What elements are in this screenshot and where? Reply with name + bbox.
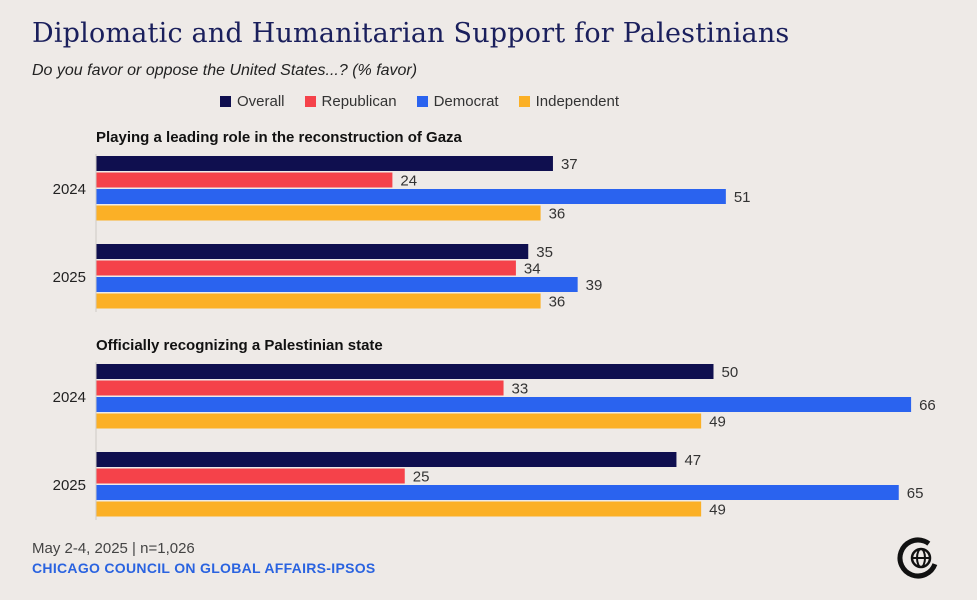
bar-independent-2024-g2 <box>96 413 702 429</box>
survey-date-note: May 2-4, 2025 | n=1,026 <box>32 540 195 557</box>
legend-item-democrat: Democrat <box>416 93 499 110</box>
legend-swatch-republican <box>304 96 316 107</box>
bar-republican-2025-g2 <box>96 468 405 484</box>
legend-item-overall: Overall <box>220 93 285 110</box>
bar-chart: Playing a leading role in the reconstruc… <box>53 129 936 520</box>
legend-item-republican: Republican <box>304 93 397 110</box>
bar-republican-2025-g1 <box>96 260 516 276</box>
legend-label-democrat: Democrat <box>433 93 499 110</box>
bar-independent-2025-g1 <box>96 293 541 309</box>
legend-label-overall: Overall <box>237 93 285 110</box>
year-label-2024-g2: 2024 <box>53 389 86 406</box>
chicago-council-logo-icon <box>897 537 939 579</box>
legend-item-independent: Independent <box>518 93 620 110</box>
value-label-independent-2025-g2: 49 <box>709 502 726 519</box>
value-label-democrat-2024-g2: 66 <box>919 397 936 414</box>
value-label-republican-2025-g1: 34 <box>524 261 541 278</box>
year-label-2025-g2: 2025 <box>53 477 86 494</box>
year-label-2024-g1: 2024 <box>53 181 86 198</box>
value-label-overall-2024-g2: 50 <box>722 364 739 381</box>
chart-subtitle: Do you favor or oppose the United States… <box>32 62 418 79</box>
group-title-1: Playing a leading role in the reconstruc… <box>96 129 463 146</box>
bar-republican-2024-g2 <box>96 380 504 396</box>
source-credit: CHICAGO COUNCIL ON GLOBAL AFFAIRS-IPSOS <box>32 560 376 576</box>
bar-democrat-2024-g2 <box>96 397 912 412</box>
value-label-independent-2025-g1: 36 <box>549 294 566 311</box>
bar-independent-2024-g1 <box>96 205 541 221</box>
year-label-2025-g1: 2025 <box>53 269 86 286</box>
value-label-republican-2024-g1: 24 <box>400 173 417 190</box>
value-label-democrat-2025-g2: 65 <box>907 485 924 502</box>
bar-republican-2024-g1 <box>96 172 393 188</box>
bar-overall-2024-g2 <box>96 364 714 379</box>
legend-label-republican: Republican <box>321 93 397 110</box>
value-label-democrat-2024-g1: 51 <box>734 189 751 206</box>
value-label-independent-2024-g1: 36 <box>549 206 566 223</box>
value-label-democrat-2025-g1: 39 <box>586 277 603 294</box>
bar-independent-2025-g2 <box>96 501 702 517</box>
bar-overall-2025-g2 <box>96 452 677 467</box>
bar-overall-2024-g1 <box>96 156 553 171</box>
value-label-overall-2025-g1: 35 <box>536 244 553 261</box>
value-label-republican-2024-g2: 33 <box>512 381 529 398</box>
bar-democrat-2024-g1 <box>96 189 726 204</box>
value-label-overall-2024-g1: 37 <box>561 156 578 173</box>
group-title-2: Officially recognizing a Palestinian sta… <box>96 337 383 354</box>
legend-label-independent: Independent <box>535 93 620 110</box>
legend: Overall Republican Democrat Independent <box>220 93 619 110</box>
legend-swatch-overall <box>220 96 231 107</box>
bar-democrat-2025-g1 <box>96 277 578 292</box>
value-label-overall-2025-g2: 47 <box>684 452 701 469</box>
value-label-independent-2024-g2: 49 <box>709 414 726 431</box>
chart-title: Diplomatic and Humanitarian Support for … <box>32 18 790 49</box>
bar-democrat-2025-g2 <box>96 485 899 500</box>
value-label-republican-2025-g2: 25 <box>413 469 430 486</box>
legend-swatch-independent <box>518 96 530 107</box>
bar-overall-2025-g1 <box>96 244 529 259</box>
legend-swatch-democrat <box>416 96 428 107</box>
